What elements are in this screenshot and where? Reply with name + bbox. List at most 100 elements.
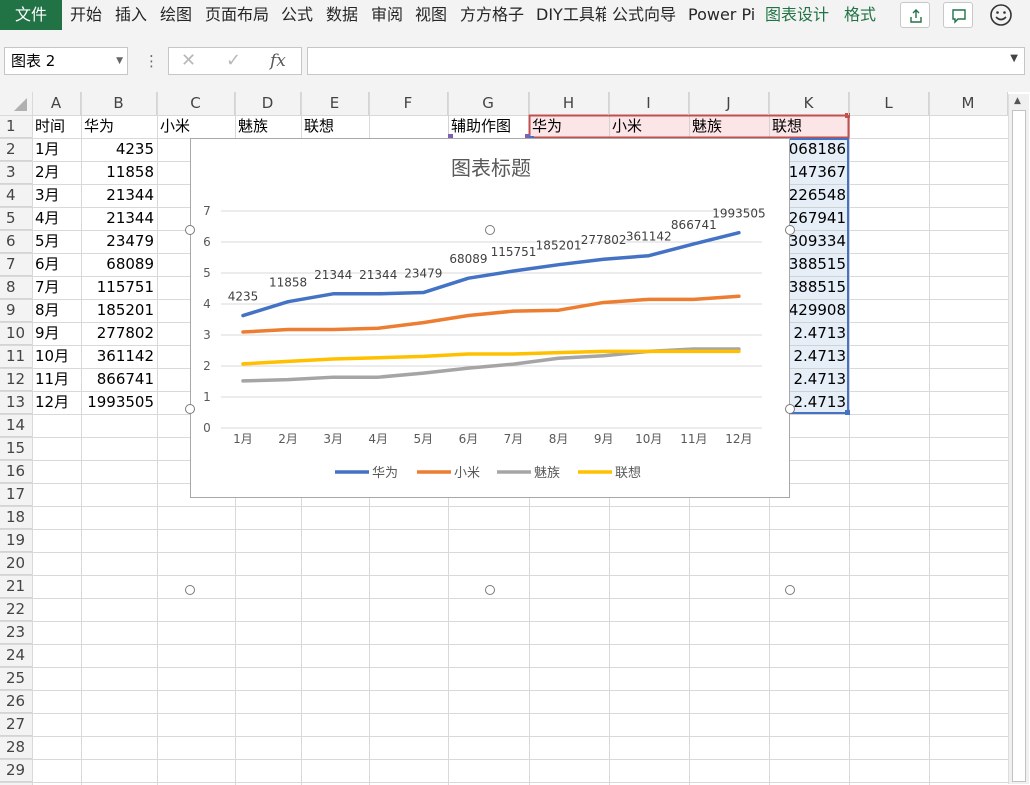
cell-A4[interactable]: 3月: [35, 186, 60, 204]
cell-B9[interactable]: 185201: [96, 301, 154, 319]
cell-K7[interactable]: 388515: [788, 255, 846, 273]
series-line-小米[interactable]: [241, 294, 741, 334]
tab-page-layout[interactable]: 页面布局: [205, 5, 270, 24]
row-header-25[interactable]: 25: [0, 667, 32, 690]
enter-icon[interactable]: ✓: [226, 50, 242, 71]
column-header-K[interactable]: K: [769, 92, 849, 115]
cell-K2[interactable]: 2.068186: [774, 140, 846, 158]
cell-B1[interactable]: 华为: [84, 117, 115, 135]
cell-B13[interactable]: 1993505: [87, 393, 154, 411]
data-label[interactable]: 361142: [626, 230, 672, 244]
row-header-5[interactable]: 5: [0, 207, 32, 230]
row-header-22[interactable]: 22: [0, 598, 32, 621]
cell-K10[interactable]: 2.4713: [793, 324, 847, 342]
cell-K9[interactable]: 429908: [788, 301, 846, 319]
legend-label[interactable]: 华为: [372, 466, 398, 481]
resize-handle-top[interactable]: [485, 225, 495, 235]
cell-A2[interactable]: 1月: [35, 140, 60, 158]
resize-handle-left[interactable]: [185, 404, 195, 414]
select-all-corner[interactable]: [0, 92, 32, 115]
cell-E1[interactable]: 联想: [304, 117, 335, 135]
cell-A8[interactable]: 7月: [35, 278, 60, 296]
cell-K5[interactable]: 2.267941: [774, 209, 846, 227]
cell-J1[interactable]: 魅族: [692, 117, 723, 135]
data-label[interactable]: 68089: [449, 252, 487, 266]
row-header-3[interactable]: 3: [0, 161, 32, 184]
cell-A9[interactable]: 8月: [35, 301, 60, 319]
row-header-19[interactable]: 19: [0, 529, 32, 552]
cell-B4[interactable]: 21344: [106, 186, 154, 204]
cell-K3[interactable]: 2.147367: [774, 163, 846, 181]
insert-function-icon[interactable]: fx: [270, 51, 286, 71]
column-header-D[interactable]: D: [235, 92, 301, 115]
resize-handle-bottom-right[interactable]: [785, 585, 795, 595]
column-header-J[interactable]: J: [689, 92, 769, 115]
cell-A5[interactable]: 4月: [35, 209, 60, 227]
legend-label[interactable]: 小米: [454, 466, 480, 481]
feedback-button[interactable]: [989, 3, 1013, 31]
column-header-L[interactable]: L: [849, 92, 929, 115]
tab-formulas[interactable]: 公式: [281, 5, 314, 24]
cell-C1[interactable]: 小米: [160, 117, 191, 135]
row-header-27[interactable]: 27: [0, 713, 32, 736]
more-options-icon[interactable]: ⋮: [144, 52, 159, 70]
data-label[interactable]: 1993505: [712, 207, 765, 221]
cell-B12[interactable]: 866741: [96, 370, 154, 388]
tab-insert[interactable]: 插入: [115, 5, 148, 24]
vertical-scrollbar[interactable]: ▲: [1008, 94, 1029, 784]
row-header-10[interactable]: 10: [0, 322, 32, 345]
row-header-6[interactable]: 6: [0, 230, 32, 253]
column-header-B[interactable]: B: [81, 92, 157, 115]
row-header-17[interactable]: 17: [0, 483, 32, 506]
resize-handle-right[interactable]: [785, 404, 795, 414]
cell-B11[interactable]: 361142: [96, 347, 154, 365]
cell-B6[interactable]: 23479: [106, 232, 154, 250]
column-header-A[interactable]: A: [32, 92, 81, 115]
tab-chart-design[interactable]: 图表设计: [765, 5, 830, 24]
line-chart[interactable]: 图表标题 0 1 2 3 4 5 6 7 1月 2月 3月 4月 5月 6月 7月 8月 9月 10月 11月 12月 4…: [190, 138, 790, 498]
tab-fangfangegezi[interactable]: 方方格子: [460, 5, 525, 24]
column-header-I[interactable]: I: [609, 92, 689, 115]
data-label[interactable]: 23479: [404, 267, 442, 281]
cell-K12[interactable]: 2.4713: [793, 370, 847, 388]
row-header-20[interactable]: 20: [0, 552, 32, 575]
row-header-23[interactable]: 23: [0, 621, 32, 644]
cell-K13[interactable]: 2.4713: [793, 393, 847, 411]
chevron-down-icon[interactable]: ▼: [116, 56, 123, 66]
cell-K6[interactable]: 309334: [788, 232, 846, 250]
cell-K4[interactable]: 2.226548: [774, 186, 846, 204]
tab-home[interactable]: 开始: [70, 5, 103, 24]
tab-data[interactable]: 数据: [326, 5, 359, 24]
data-label[interactable]: 21344: [359, 268, 397, 282]
resize-handle-bottom-left[interactable]: [185, 585, 195, 595]
cell-K8[interactable]: 388515: [788, 278, 846, 296]
row-header-28[interactable]: 28: [0, 736, 32, 759]
cell-A1[interactable]: 时间: [35, 117, 66, 135]
row-header-4[interactable]: 4: [0, 184, 32, 207]
row-header-29[interactable]: 29: [0, 759, 32, 782]
column-header-C[interactable]: C: [157, 92, 235, 115]
cell-K1[interactable]: 联想: [772, 117, 803, 135]
cell-I1[interactable]: 小米: [612, 117, 643, 135]
data-label[interactable]: 4235: [228, 290, 259, 304]
tab-view[interactable]: 视图: [415, 5, 448, 24]
cell-A3[interactable]: 2月: [35, 163, 60, 181]
cell-A13[interactable]: 12月: [35, 393, 70, 411]
row-header-2[interactable]: 2: [0, 138, 32, 161]
tab-power-pivot[interactable]: Power Pi: [688, 5, 756, 24]
cell-D1[interactable]: 魅族: [238, 117, 269, 135]
name-box[interactable]: 图表 2 ▼: [4, 47, 128, 75]
tab-draw[interactable]: 绘图: [160, 5, 193, 24]
cell-B10[interactable]: 277802: [96, 324, 154, 342]
column-header-H[interactable]: H: [529, 92, 609, 115]
cell-B5[interactable]: 21344: [106, 209, 154, 227]
data-label[interactable]: 115751: [491, 245, 537, 259]
comments-button[interactable]: [943, 2, 973, 28]
tab-review[interactable]: 审阅: [371, 5, 404, 24]
cell-A12[interactable]: 11月: [35, 370, 70, 388]
tab-file[interactable]: 文件: [0, 0, 62, 30]
row-header-8[interactable]: 8: [0, 276, 32, 299]
cell-A10[interactable]: 9月: [35, 324, 60, 342]
column-header-G[interactable]: G: [448, 92, 529, 115]
scrollbar-thumb[interactable]: [1012, 110, 1026, 782]
